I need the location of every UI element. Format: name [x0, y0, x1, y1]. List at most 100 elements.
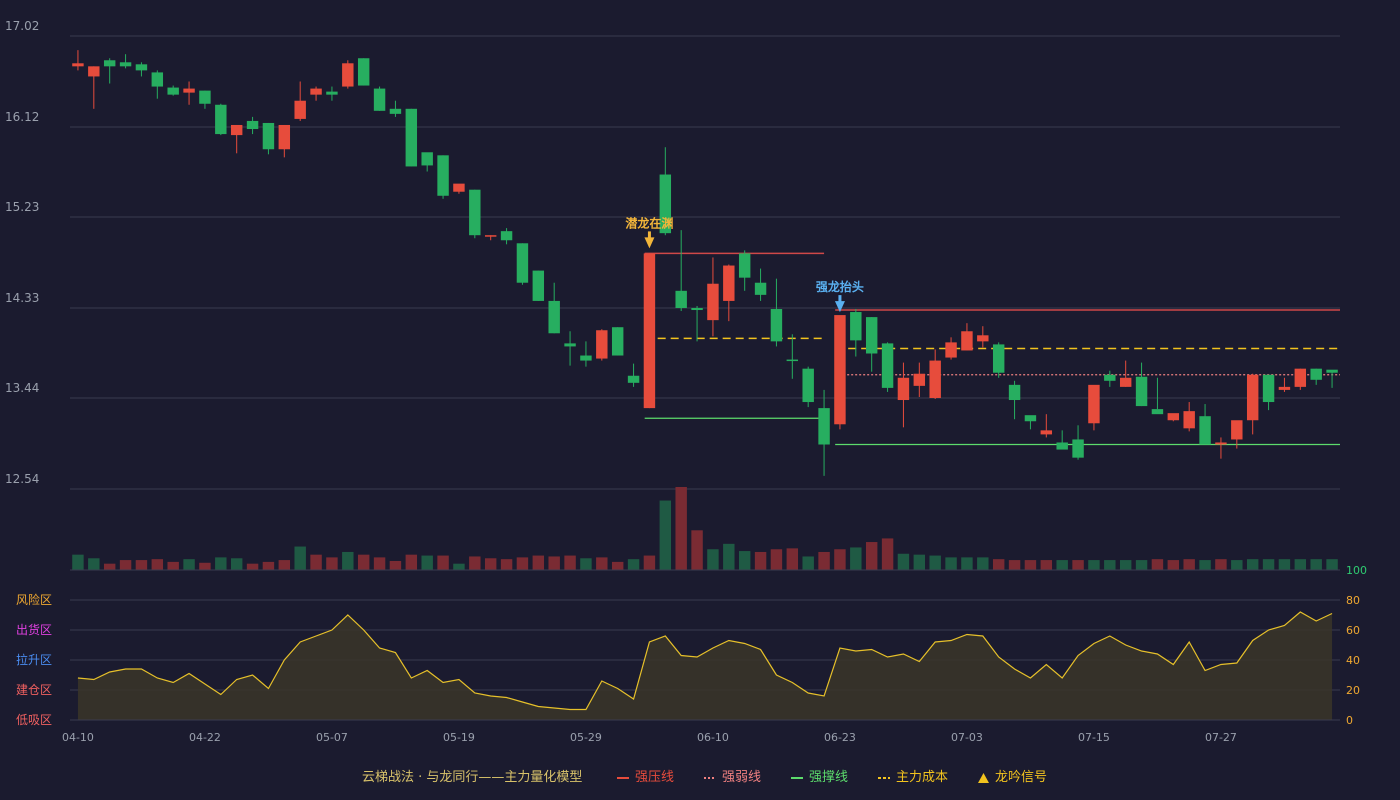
- candle: [1135, 362, 1148, 407]
- candle: [802, 366, 814, 408]
- legend-strong-pressure[interactable]: 强压线: [617, 766, 674, 785]
- volume-bar: [453, 563, 465, 570]
- candle-body: [405, 108, 418, 167]
- candle-body: [580, 355, 592, 361]
- candle-body: [675, 290, 687, 309]
- candle-body: [786, 359, 799, 362]
- signal-arrow-stem: [647, 231, 651, 239]
- candle-body: [865, 317, 878, 354]
- osc-tick-label: 20: [1346, 684, 1360, 697]
- candle-body: [88, 66, 100, 77]
- candle: [135, 62, 148, 77]
- candle: [532, 270, 545, 301]
- candle: [500, 228, 513, 245]
- candle-body: [1040, 430, 1053, 435]
- osc-tick-label: 60: [1346, 624, 1360, 637]
- candle-body: [1231, 420, 1243, 440]
- candle-body: [1024, 415, 1037, 422]
- volume-bar: [294, 546, 306, 570]
- candle-body: [516, 243, 529, 283]
- volume-bar: [215, 557, 227, 570]
- volume-bar: [548, 556, 560, 570]
- candle: [1072, 425, 1084, 460]
- osc-zone-label: 出货区: [16, 622, 52, 637]
- legend-main-cost[interactable]: 主力成本: [878, 766, 948, 785]
- volume-bar: [865, 542, 878, 570]
- candle: [659, 147, 672, 236]
- candle: [548, 282, 560, 334]
- candle: [961, 323, 973, 351]
- volume-bar: [500, 559, 513, 570]
- volume-bar: [834, 549, 846, 570]
- candle-body: [1072, 439, 1084, 458]
- legend-dragon-signal[interactable]: 龙吟信号: [978, 766, 1047, 785]
- candle: [484, 235, 497, 241]
- candle: [453, 183, 465, 194]
- candle: [643, 253, 656, 409]
- candle-body: [373, 88, 386, 111]
- candle: [199, 90, 211, 109]
- candle-body: [215, 104, 227, 135]
- volume-bar: [230, 558, 243, 570]
- legend-strong-pressure-label: 强压线: [635, 770, 675, 785]
- candle-body: [707, 283, 719, 321]
- oscillator-area: [77, 612, 1333, 720]
- osc-zone-label: 拉升区: [16, 652, 52, 667]
- candle-body: [453, 183, 465, 192]
- candle: [723, 264, 735, 322]
- volume-bar: [1072, 560, 1084, 570]
- volume-bar: [469, 556, 481, 570]
- volume-bar: [357, 554, 370, 570]
- x-tick-label: 04-22: [189, 731, 221, 744]
- volume-bar: [770, 549, 783, 570]
- volume-bar: [1294, 559, 1307, 570]
- candle-body: [1119, 377, 1132, 387]
- volume-bar: [342, 551, 354, 570]
- candle-body: [294, 100, 306, 119]
- legend-strong-support[interactable]: 强撑线: [791, 766, 848, 785]
- volume-bar: [627, 559, 640, 570]
- volume-bar: [1024, 560, 1037, 570]
- candle-body: [103, 60, 116, 67]
- legend-strong-weak[interactable]: 强弱线: [704, 766, 761, 785]
- strong-pressure-line-icon: [617, 776, 629, 779]
- candle: [786, 334, 799, 379]
- candle-body: [310, 88, 322, 95]
- candle-body: [1326, 369, 1338, 373]
- volume-bar: [278, 560, 291, 570]
- candle-body: [357, 58, 370, 86]
- price-tick-label: 15.23: [5, 200, 39, 214]
- volume-bar: [532, 555, 545, 570]
- volume-bar: [421, 555, 433, 570]
- candle: [596, 329, 608, 361]
- x-tick-label: 06-23: [824, 731, 856, 744]
- candle-body: [627, 375, 640, 383]
- candle-body: [850, 312, 862, 341]
- volume-bar: [564, 555, 576, 570]
- volume-bar: [723, 543, 735, 570]
- x-tick-label: 05-07: [316, 731, 348, 744]
- candle: [326, 86, 338, 101]
- candle: [294, 81, 306, 121]
- volume-bar: [1199, 560, 1211, 570]
- volume-bar: [135, 560, 148, 570]
- candle: [1294, 368, 1307, 390]
- x-tick-label: 05-29: [570, 731, 602, 744]
- candle-body: [72, 63, 84, 67]
- candle-body: [1183, 411, 1195, 429]
- candle: [389, 100, 402, 117]
- candle: [977, 326, 989, 348]
- volume-bar: [738, 551, 751, 570]
- candle: [278, 124, 291, 158]
- volume-bar: [310, 554, 322, 570]
- x-tick-label: 07-03: [951, 731, 983, 744]
- volume-bar: [262, 561, 275, 570]
- price-tick-label: 17.02: [5, 19, 39, 33]
- candle-body: [532, 270, 545, 301]
- candle-body: [929, 360, 941, 398]
- candle-body: [151, 72, 164, 87]
- osc-tick-label: 100: [1346, 564, 1367, 577]
- candle-body: [1167, 413, 1180, 421]
- osc-zone-label: 低吸区: [16, 713, 52, 727]
- candle-body: [1294, 368, 1307, 387]
